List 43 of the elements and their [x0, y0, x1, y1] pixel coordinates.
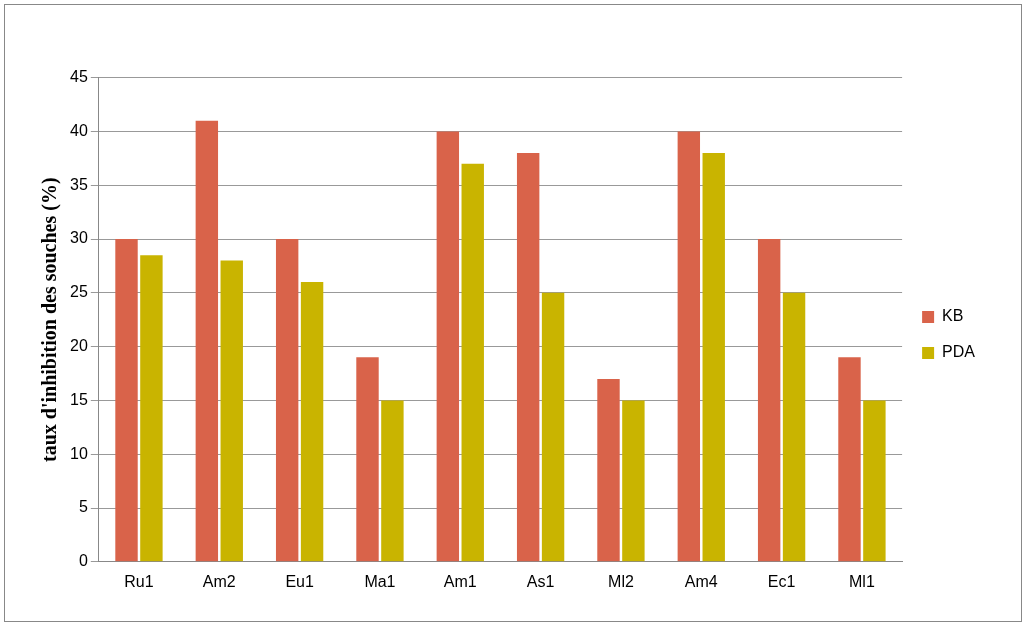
bar [757, 239, 781, 562]
y-tick-label: 15 [70, 390, 88, 408]
x-tick-label: Am2 [202, 572, 236, 590]
bar [782, 292, 806, 562]
bar [275, 239, 299, 562]
y-tick-label: 30 [70, 229, 88, 247]
x-tick-label: Ma1 [364, 572, 396, 590]
y-tick-label: 35 [70, 175, 88, 193]
bar [677, 131, 701, 562]
y-tick-label: 20 [70, 337, 88, 355]
y-tick-label: 0 [78, 552, 88, 570]
x-tick-label: Ec1 [767, 572, 796, 590]
x-tick-label: Eu1 [285, 572, 314, 590]
x-tick-label: Ml1 [849, 572, 875, 590]
bar [436, 131, 460, 562]
x-tick-label: Am4 [684, 572, 718, 590]
legend-label: PDA [942, 343, 976, 361]
bar [300, 282, 324, 562]
bar [838, 357, 861, 562]
y-tick-label: 40 [70, 121, 88, 139]
y-tick-label: 45 [70, 68, 88, 86]
bar [702, 152, 725, 562]
bar [195, 120, 219, 562]
x-tick-label: Ru1 [124, 572, 154, 590]
x-tick-label: Am1 [443, 572, 477, 590]
x-tick-label: As1 [526, 572, 555, 590]
bar [356, 357, 379, 562]
y-tick-label: 10 [70, 444, 88, 462]
bar [863, 400, 886, 562]
bar [115, 239, 138, 562]
bar [516, 152, 540, 562]
y-axis-title: taux d'inhibition des souches (%) [38, 177, 62, 462]
x-tick-label: Ml2 [608, 572, 634, 590]
y-tick-label: 25 [70, 283, 88, 301]
bar [461, 163, 484, 562]
bar [220, 260, 243, 562]
bar [381, 400, 404, 562]
bar [622, 400, 645, 562]
y-tick-label: 5 [78, 498, 88, 516]
bar [140, 255, 163, 562]
legend-label: KB [942, 307, 964, 325]
bar [541, 292, 565, 562]
bar [597, 378, 620, 562]
